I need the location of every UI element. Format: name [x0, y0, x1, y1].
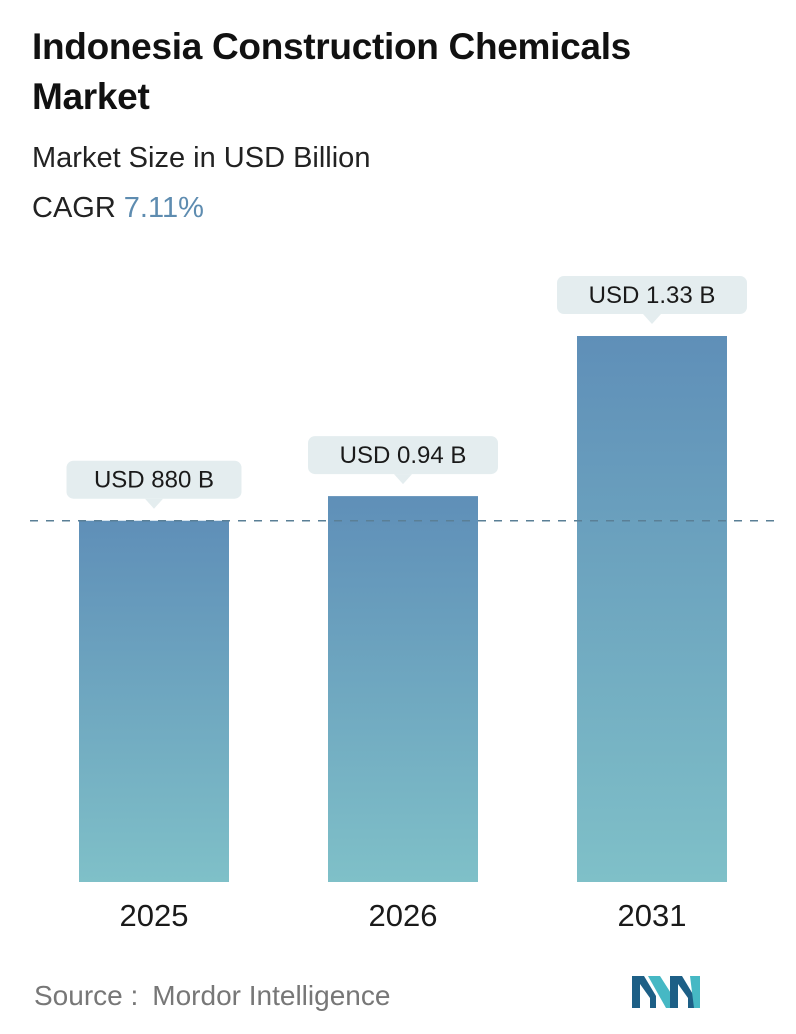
bar-chart: USD 880 B 2025 USD 0.94 B 2026 USD 1.33 B 203…	[30, 276, 782, 933]
data-label-pointer	[145, 498, 163, 509]
data-label-text: USD 0.94 B	[340, 442, 467, 469]
chart-title: Indonesia Construction Chemicals Market	[32, 26, 631, 117]
data-label-bubble	[66, 460, 242, 499]
data-label-text: USD 1.33 B	[589, 282, 716, 309]
bar-2031	[577, 336, 727, 882]
x-tick-label-2026: 2026	[369, 898, 438, 933]
cagr: CAGR 7.11%	[32, 190, 204, 226]
bar-2025	[79, 520, 229, 882]
data-label-2026: USD 0.94 B	[308, 436, 498, 485]
cagr-label: CAGR	[32, 192, 116, 224]
x-tick-label-2025: 2025	[120, 898, 189, 933]
data-label-pointer	[394, 474, 412, 485]
chart-subtitle: Market Size in USD Billion	[32, 142, 371, 174]
data-label-2031: USD 1.33 B	[557, 276, 747, 324]
x-tick-label-2031: 2031	[618, 898, 687, 933]
data-label-bubble	[308, 436, 498, 475]
labels-layer: USD 880 B 2025 USD 0.94 B 2026 USD 1.33 B 203…	[66, 276, 747, 933]
mordor-intelligence-logo	[632, 976, 700, 1008]
cagr-value: 7.11%	[123, 192, 204, 224]
source: Source : Mordor Intelligence	[34, 978, 390, 1014]
data-label-bubble	[557, 276, 747, 314]
source-label: Source :	[34, 980, 139, 1011]
data-label-pointer	[643, 314, 661, 324]
data-label-2025: USD 880 B	[66, 460, 242, 509]
source-value: Mordor Intelligence	[152, 980, 391, 1011]
bars-layer	[79, 336, 727, 882]
data-label-text: USD 880 B	[94, 467, 214, 494]
bar-2026	[328, 496, 478, 882]
